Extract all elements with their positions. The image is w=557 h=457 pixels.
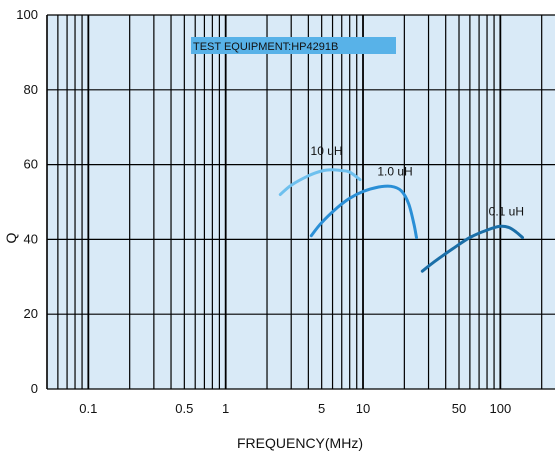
annotation-background	[191, 37, 396, 54]
y-tick-label: 100	[16, 7, 38, 22]
series-label: 0.1 uH	[489, 204, 524, 218]
x-axis-title: FREQUENCY(MHz)	[237, 435, 363, 451]
x-tick-label: 0.5	[175, 401, 193, 416]
x-tick-label: 50	[452, 401, 466, 416]
tick-labels: 0 20 40 60 80 100 0.1 0.5 1 5 10 50 100	[16, 7, 511, 416]
x-tick-label: 10	[356, 401, 370, 416]
annotation: TEST EQUIPMENT:HP4291B	[191, 37, 396, 54]
y-tick-label: 80	[24, 82, 38, 97]
x-tick-label: 1	[222, 401, 229, 416]
series-line	[420, 224, 524, 273]
annotation-text: TEST EQUIPMENT:HP4291B	[193, 41, 338, 53]
series-group	[278, 168, 524, 273]
label-group: 10 uH 1.0 uH 0.1 uH	[311, 144, 524, 218]
grid-lines	[46, 14, 555, 390]
x-tick-label: 5	[318, 401, 325, 416]
y-tick-label: 20	[24, 306, 38, 321]
y-tick-label: 60	[24, 157, 38, 172]
x-tick-label: 100	[489, 401, 511, 416]
series-line	[309, 184, 418, 239]
y-tick-label: 0	[31, 381, 38, 396]
series-label: 10 uH	[311, 144, 343, 158]
y-axis-title: Q	[3, 232, 19, 243]
x-tick-label: 0.1	[79, 401, 97, 416]
y-tick-label: 40	[24, 231, 38, 246]
series-line	[278, 168, 362, 196]
series-label: 1.0 uH	[377, 164, 412, 178]
